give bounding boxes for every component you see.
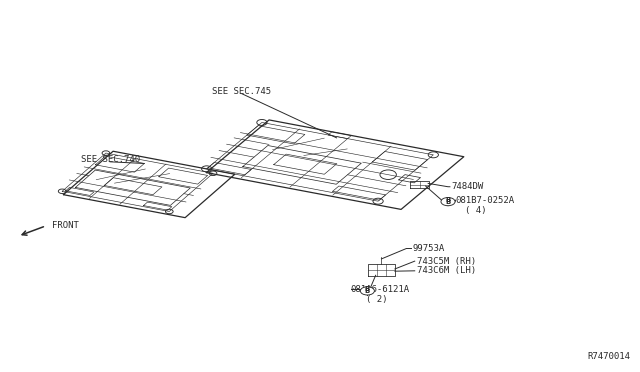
Text: 081B7-0252A: 081B7-0252A (456, 196, 515, 205)
Circle shape (441, 198, 455, 206)
Text: FRONT: FRONT (52, 221, 79, 230)
Text: B: B (445, 199, 451, 205)
Text: R7470014: R7470014 (588, 352, 630, 361)
Text: 99753A: 99753A (413, 244, 445, 253)
Text: ( 2): ( 2) (366, 295, 388, 304)
Circle shape (360, 287, 374, 295)
Text: 7484DW: 7484DW (451, 182, 483, 191)
Text: 081A6-6121A: 081A6-6121A (351, 285, 410, 294)
Text: B: B (365, 288, 370, 294)
Text: 743C5M (RH): 743C5M (RH) (417, 257, 476, 266)
Text: B: B (445, 197, 451, 203)
Text: B: B (365, 286, 370, 292)
Text: SEE SEC.745: SEE SEC.745 (212, 87, 271, 96)
Text: ( 4): ( 4) (465, 206, 486, 215)
Text: 743C6M (LH): 743C6M (LH) (417, 266, 476, 275)
Text: SEE SEC.740: SEE SEC.740 (81, 155, 140, 164)
